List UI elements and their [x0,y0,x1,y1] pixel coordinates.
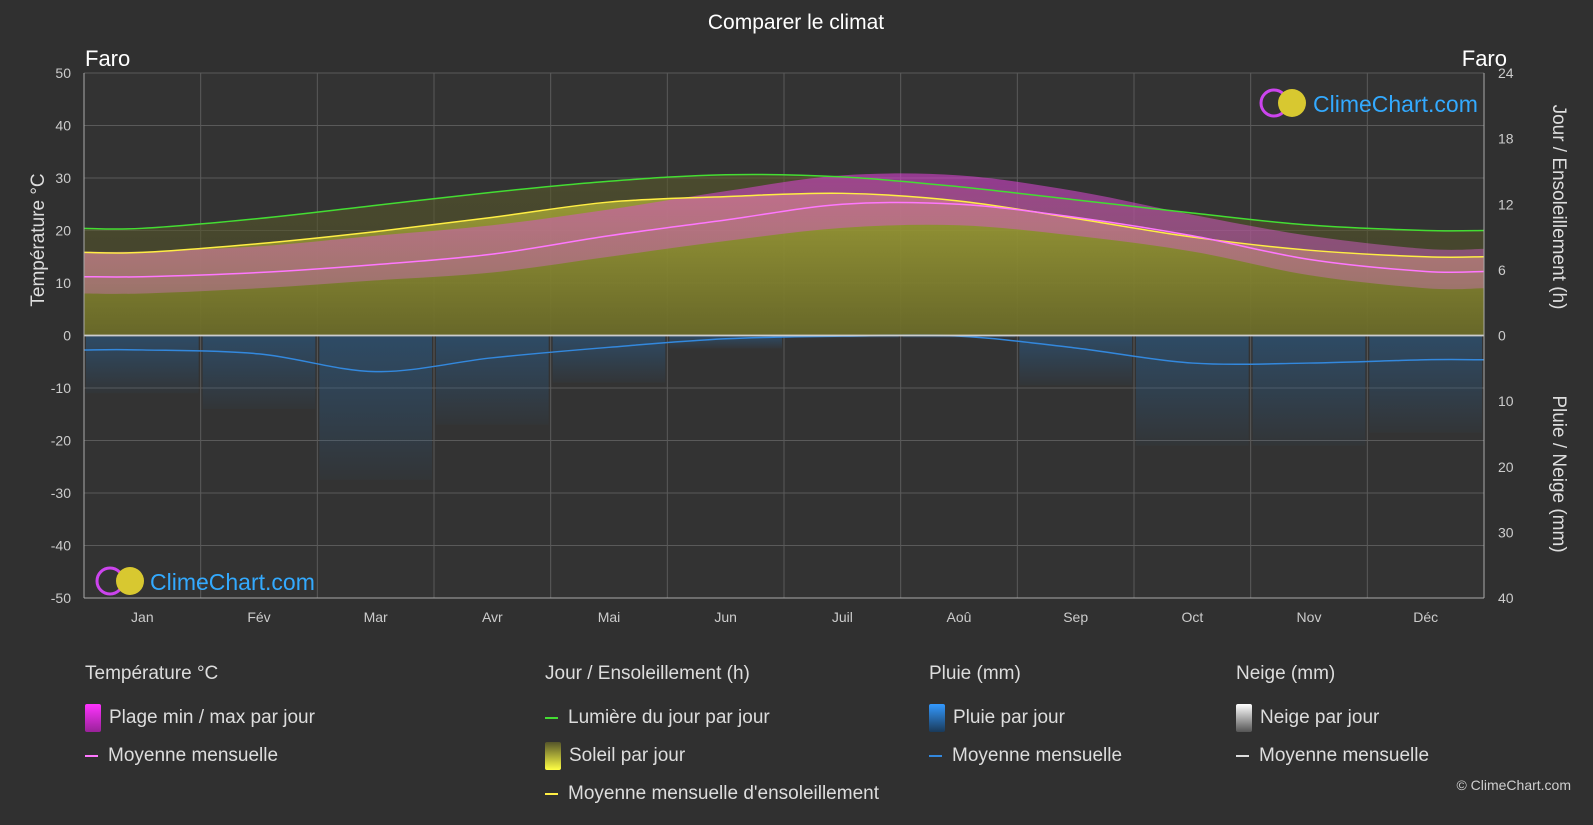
x-tick-label: Nov [1297,609,1322,625]
y-right-bottom-tick-label: 20 [1498,459,1514,475]
legend-rain-header: Pluie (mm) [929,663,1021,684]
copyright: © ClimeChart.com [1456,777,1571,793]
rain-swatch [929,704,945,732]
y-axis-right-top-label: Jour / Ensoleillement (h) [1548,105,1569,310]
city-left: Faro [85,46,130,71]
sunshine-mean-swatch [545,793,558,795]
logo-sun-icon [116,567,144,595]
legend-sunshine-mean-label: Moyenne mensuelle d'ensoleillement [568,783,879,804]
legend-snow-mean-label: Moyenne mensuelle [1259,745,1430,766]
legend-temp-mean-label: Moyenne mensuelle [108,745,279,766]
legend-sunshine-label: Soleil par jour [569,745,686,766]
y-axis-right-bottom-label: Pluie / Neige (mm) [1548,395,1569,552]
y-left-tick-label: 10 [55,275,71,291]
y-left-tick-label: -40 [51,538,71,554]
y-right-top-tick-label: 18 [1498,131,1514,147]
logo-sun-icon [1278,89,1306,117]
y-left-tick-label: -20 [51,433,71,449]
rain-bar [1369,335,1482,433]
legend-snow-label: Neige par jour [1260,707,1380,728]
legend-item-daylight: Lumière du jour par jour [545,699,879,737]
legend-temperature: Température °C Plage min / max par jour … [85,663,315,775]
temperature-range-band [84,173,1484,294]
chart-title: Comparer le climat [708,11,884,34]
sunshine-swatch [545,742,561,770]
rain-bar [669,335,782,349]
legend-rain: Pluie (mm) Pluie par jour Moyenne mensue… [929,663,1122,775]
y-left-tick-label: 40 [55,118,71,134]
snow-swatch [1236,704,1252,732]
sunshine-mean-line [83,192,1485,258]
daylight-line [83,173,1485,232]
x-tick-label: Déc [1413,609,1438,625]
legend-sun-header: Jour / Ensoleillement (h) [545,663,750,684]
y-left-tick-label: -10 [51,380,71,396]
y-left-tick-label: -30 [51,485,71,501]
y-left-tick-label: 50 [55,65,71,81]
snow-mean-swatch [1236,755,1249,757]
watermark-bottom: ClimeChart.com [95,566,315,596]
x-tick-label: Aoû [947,609,972,625]
chart-axes: 50 40 30 20 10 0 -10 -20 -30 -40 -50 24 18 12 6 0 10 20 30… [51,65,1514,625]
temperature-mean-line [83,201,1485,278]
y-axis-left-label: Température °C [28,173,49,306]
legend-item-rain-mean: Moyenne mensuelle [929,737,1122,775]
x-tick-label: Avr [482,609,503,625]
rain-mean-line [83,334,1485,373]
rain-bar [202,335,316,409]
temp-mean-swatch [85,755,98,757]
legend-item-sunshine: Soleil par jour [545,737,879,775]
temp-range-swatch [85,704,101,732]
rain-bar [86,335,199,394]
legend-item-snow-mean: Moyenne mensuelle [1236,737,1429,775]
daylight-swatch [545,717,558,719]
rain-bar [1136,335,1249,446]
rain-bar [436,335,549,425]
legend-rain-label: Pluie par jour [953,707,1065,728]
watermark-bottom-text: ClimeChart.com [150,569,315,595]
legend-temp-range-label: Plage min / max par jour [109,707,315,728]
legend-temperature-header: Température °C [85,663,219,684]
y-right-top-tick-label: 12 [1498,196,1514,212]
watermark-top-text: ClimeChart.com [1313,91,1478,117]
legend-item-rain: Pluie par jour [929,699,1122,737]
legend-snow-header: Neige (mm) [1236,663,1336,684]
y-left-tick-label: 0 [63,328,71,344]
y-right-bottom-tick-label: 40 [1498,590,1514,606]
x-tick-label: Jun [714,609,737,625]
x-tick-label: Jan [131,609,154,625]
y-left-tick-label: -50 [51,590,71,606]
legend-item-snow: Neige par jour [1236,699,1429,737]
city-right: Faro [1462,46,1507,71]
watermark-top: ClimeChart.com [1259,88,1478,118]
x-tick-label: Juil [832,609,853,625]
x-tick-label: Oct [1181,609,1203,625]
rain-bar [319,335,432,480]
legend-rain-mean-label: Moyenne mensuelle [952,745,1123,766]
rain-mean-swatch [929,755,942,757]
legend-item-temp-mean: Moyenne mensuelle [85,737,315,775]
x-tick-label: Mar [364,609,388,625]
y-left-tick-label: 30 [55,170,71,186]
y-right-bottom-tick-label: 30 [1498,524,1514,540]
legend-daylight-label: Lumière du jour par jour [568,707,770,728]
y-right-bottom-tick-label: 10 [1498,393,1514,409]
legend-item-temp-range: Plage min / max par jour [85,699,315,737]
legend-item-sunshine-mean: Moyenne mensuelle d'ensoleillement [545,775,879,813]
chart-lines [83,173,1485,373]
legend-snow: Neige (mm) Neige par jour Moyenne mensue… [1236,663,1429,775]
y-right-top-tick-label: 0 [1498,328,1506,344]
x-tick-label: Sep [1063,609,1088,625]
y-right-top-tick-label: 24 [1498,65,1514,81]
rain-bar [1252,335,1366,446]
x-tick-label: Fév [247,609,270,625]
legend-sun: Jour / Ensoleillement (h) Lumière du jou… [545,663,879,813]
y-left-tick-label: 20 [55,223,71,239]
x-tick-label: Mai [598,609,621,625]
y-right-top-tick-label: 6 [1498,262,1506,278]
rain-bar [552,335,666,383]
